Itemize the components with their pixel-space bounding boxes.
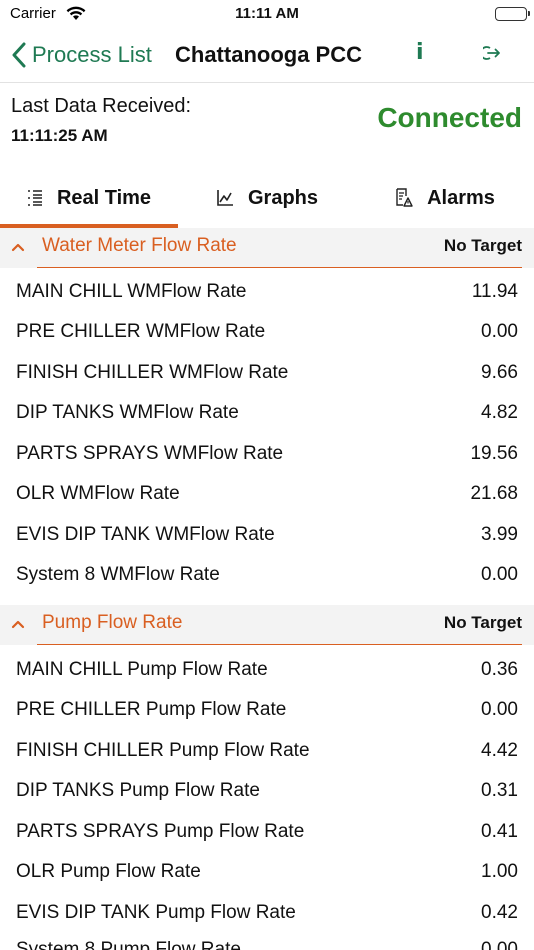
list-item[interactable]: PARTS SPRAYS WMFlow Rate 19.56 [0,434,534,474]
list-item[interactable]: PARTS SPRAYS Pump Flow Rate 0.41 [0,812,534,852]
row-value: 0.31 [481,780,518,801]
list-item[interactable]: System 8 Pump Flow Rate 0.00 [0,930,534,950]
row-label: MAIN CHILL WMFlow Rate [16,281,247,302]
row-label: PARTS SPRAYS WMFlow Rate [16,443,284,464]
tab-alarms[interactable]: Alarms [356,168,534,228]
list-item[interactable]: DIP TANKS WMFlow Rate 4.82 [0,393,534,433]
row-label: MAIN CHILL Pump Flow Rate [16,659,268,680]
row-value: 0.41 [481,821,518,842]
row-label: EVIS DIP TANK WMFlow Rate [16,524,275,545]
row-value: 11.94 [471,281,518,302]
status-bar: Carrier 11:11 AM [0,0,534,30]
list-item[interactable]: EVIS DIP TANK Pump Flow Rate 0.42 [0,893,534,933]
carrier-label: Carrier [10,5,56,22]
row-value: 21.68 [470,483,518,504]
row-value: 0.42 [481,902,518,923]
section-target: No Target [443,613,522,632]
section-title: Pump Flow Rate [42,612,183,633]
row-value: 0.00 [481,564,518,585]
tab-graphs[interactable]: Graphs [178,168,356,228]
logout-icon[interactable] [479,45,501,66]
row-value: 19.56 [470,443,518,464]
row-label: PRE CHILLER Pump Flow Rate [16,699,287,720]
list-item[interactable]: OLR Pump Flow Rate 1.00 [0,852,534,892]
list-item[interactable]: MAIN CHILL WMFlow Rate 11.94 [0,272,534,312]
row-label: PARTS SPRAYS Pump Flow Rate [16,821,305,842]
section-title: Water Meter Flow Rate [42,235,237,256]
row-label: OLR Pump Flow Rate [16,861,201,882]
row-label: System 8 WMFlow Rate [16,564,220,585]
chevron-up-icon [11,243,25,252]
section-target: No Target [443,236,522,255]
connection-panel: Last Data Received: 11:11:25 AM Connecte… [0,84,534,164]
row-value: 0.00 [481,699,518,720]
list-item[interactable]: PRE CHILLER WMFlow Rate 0.00 [0,312,534,352]
section-divider [37,643,522,645]
row-label: DIP TANKS Pump Flow Rate [16,780,260,801]
row-label: FINISH CHILLER WMFlow Rate [16,362,289,383]
list-item[interactable]: PRE CHILLER Pump Flow Rate 0.00 [0,690,534,730]
row-value: 0.00 [481,939,518,950]
row-value: 0.00 [481,321,518,342]
tab-graphs-label: Graphs [247,186,319,209]
wifi-icon [66,6,86,26]
list-item[interactable]: MAIN CHILL Pump Flow Rate 0.36 [0,650,534,690]
row-value: 4.82 [481,402,518,423]
last-data-time: 11:11:25 AM [11,126,108,145]
tab-real-time[interactable]: Real Time [0,168,178,228]
info-button[interactable]: i [416,40,424,65]
list-item[interactable]: OLR WMFlow Rate 21.68 [0,474,534,514]
list-item[interactable]: FINISH CHILLER Pump Flow Rate 4.42 [0,731,534,771]
chevron-left-icon [12,42,26,68]
alarm-document-icon [396,188,413,207]
line-chart-icon [217,190,233,206]
list-icon [27,190,42,206]
row-value: 4.42 [481,740,518,761]
list-item[interactable]: EVIS DIP TANK WMFlow Rate 3.99 [0,515,534,555]
row-label: PRE CHILLER WMFlow Rate [16,321,266,342]
tab-bar: Real Time Graphs Alarms [0,168,534,228]
connection-status: Connected [377,102,522,133]
chevron-up-icon [11,620,25,629]
tab-alarms-label: Alarms [427,186,495,209]
list-item[interactable]: System 8 WMFlow Rate 0.00 [0,555,534,595]
row-label: EVIS DIP TANK Pump Flow Rate [16,902,296,923]
tab-real-time-label: Real Time [56,186,152,209]
row-value: 3.99 [481,524,518,545]
back-button-label: Process List [32,42,152,67]
page-title: Chattanooga PCC [175,42,362,67]
row-label: System 8 Pump Flow Rate [16,939,241,950]
row-label: DIP TANKS WMFlow Rate [16,402,239,423]
last-data-label: Last Data Received: [11,95,192,117]
section-divider [37,266,522,268]
row-label: FINISH CHILLER Pump Flow Rate [16,740,310,761]
section-header-water-meter[interactable]: Water Meter Flow Rate No Target [0,228,534,268]
navigation-bar: Process List Chattanooga PCC i [0,30,534,83]
row-value: 1.00 [481,861,518,882]
status-time: 11:11 AM [235,5,299,22]
section-header-pump-flow[interactable]: Pump Flow Rate No Target [0,605,534,645]
battery-icon [495,7,530,21]
row-value: 0.36 [481,659,518,680]
list-item[interactable]: FINISH CHILLER WMFlow Rate 9.66 [0,353,534,393]
row-label: OLR WMFlow Rate [16,483,180,504]
back-button[interactable]: Process List [12,38,152,72]
row-value: 9.66 [481,362,518,383]
list-item[interactable]: DIP TANKS Pump Flow Rate 0.31 [0,771,534,811]
